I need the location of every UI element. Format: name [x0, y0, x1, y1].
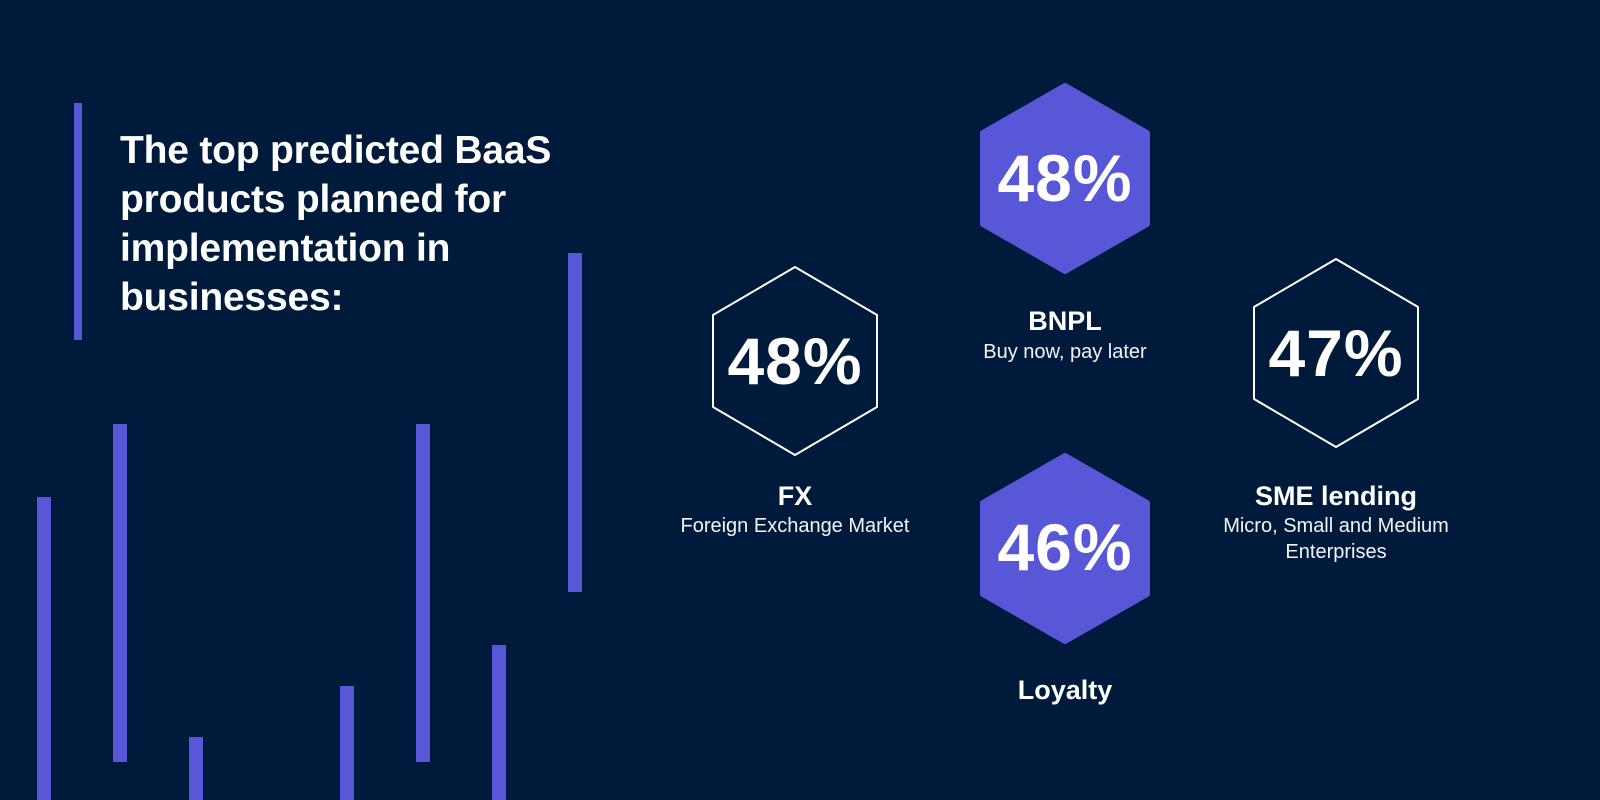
decorative-bar [340, 686, 354, 800]
title-line: The top predicted BaaS [120, 129, 552, 172]
title-line: businesses: [120, 276, 344, 319]
sme-description-line: Micro, Small and Medium [1223, 515, 1449, 537]
bnpl-label: BNPL [1028, 306, 1102, 336]
title-line: products planned for [120, 178, 507, 221]
loyalty-percentage: 46% [997, 510, 1133, 584]
title-line: implementation in [120, 227, 451, 270]
decorative-bar [416, 424, 430, 762]
bnpl-percentage: 48% [997, 141, 1133, 215]
fx-description: Foreign Exchange Market [680, 515, 910, 537]
decorative-bar [189, 737, 203, 800]
sme-hexagon [1253, 258, 1419, 448]
sme-description: Micro, Small and Medium Enterprises [1186, 513, 1486, 565]
decorative-bar [568, 253, 582, 592]
fx-hexagon [712, 266, 878, 456]
page-title: The top predicted BaaS products planned … [120, 126, 600, 322]
decorative-bar [37, 497, 51, 800]
loyalty-label: Loyalty [1017, 675, 1113, 705]
bnpl-hexagon [980, 83, 1150, 274]
sme-label: SME lending [1255, 481, 1417, 511]
fx-label: FX [777, 481, 813, 511]
loyalty-hexagon [980, 453, 1150, 644]
sme-description-line: Enterprises [1285, 541, 1387, 563]
fx-percentage: 48% [727, 324, 863, 398]
headline-accent-bar [74, 103, 82, 340]
decorative-bar [492, 645, 506, 800]
decorative-bar [113, 424, 127, 762]
sme-percentage: 47% [1268, 316, 1404, 390]
bnpl-description: Buy now, pay later [983, 341, 1147, 363]
